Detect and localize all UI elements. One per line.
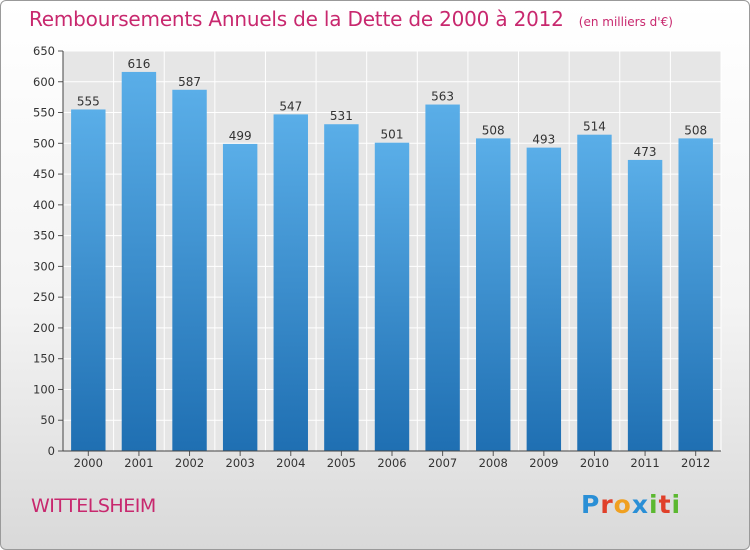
y-tick-label: 500: [33, 136, 55, 150]
bar-2010: [577, 134, 612, 451]
bar-2002: [172, 89, 207, 452]
x-tick-label-2001: 2001: [124, 456, 153, 470]
y-tick-label: 450: [33, 167, 55, 181]
x-tick-label-2009: 2009: [529, 456, 558, 470]
chart-title: Remboursements Annuels de la Dette de 20…: [29, 7, 564, 31]
logo-letter: o: [613, 490, 632, 519]
data-label-2011: 473: [634, 145, 657, 159]
y-tick-label: 650: [33, 44, 55, 58]
bar-2000: [71, 109, 106, 451]
y-tick-label: 550: [33, 106, 55, 120]
logo-letter: x: [631, 490, 649, 519]
x-tick-label-2006: 2006: [377, 456, 406, 470]
logo-letter: P: [581, 490, 601, 519]
bar-2001: [121, 71, 157, 451]
bar-2006: [374, 142, 410, 451]
y-tick-label: 150: [33, 352, 55, 366]
data-label-2000: 555: [77, 94, 100, 108]
x-tick-label-2012: 2012: [681, 456, 710, 470]
city-name: WITTELSHEIM: [31, 495, 156, 517]
bar-2009: [526, 147, 562, 451]
x-tick-label-2007: 2007: [428, 456, 457, 470]
x-tick-label-2005: 2005: [327, 456, 356, 470]
y-tick-label: 300: [33, 259, 55, 273]
data-label-2004: 547: [279, 99, 302, 113]
chart-unit: (en milliers d'€): [578, 15, 673, 29]
y-tick-label: 350: [33, 229, 55, 243]
logo-letter: t: [658, 490, 672, 519]
bar-2012: [678, 138, 713, 451]
proxiti-logo: Proxiti: [581, 490, 681, 519]
y-tick-label: 400: [33, 198, 55, 212]
y-tick-label: 50: [40, 413, 55, 427]
bar-2004: [273, 114, 308, 451]
data-label-2002: 587: [178, 75, 201, 89]
data-label-2001: 616: [127, 57, 150, 71]
bar-2005: [324, 124, 359, 451]
logo-letter: i: [671, 490, 682, 519]
x-tick-label-2010: 2010: [580, 456, 609, 470]
data-label-2006: 501: [381, 128, 404, 142]
data-label-2008: 508: [482, 123, 505, 137]
bar-2011: [627, 159, 663, 451]
x-tick-label-2008: 2008: [479, 456, 508, 470]
x-tick-label-2004: 2004: [276, 456, 305, 470]
data-label-2007: 563: [431, 90, 454, 104]
y-tick-label: 200: [33, 321, 55, 335]
bar-2007: [425, 104, 460, 452]
data-label-2012: 508: [684, 123, 707, 137]
data-label-2005: 531: [330, 109, 353, 123]
logo-letter: r: [600, 490, 614, 519]
y-tick-label: 250: [33, 290, 55, 304]
data-label-2003: 499: [229, 129, 252, 143]
y-tick-label: 100: [33, 382, 55, 396]
bar-2003: [222, 143, 258, 451]
x-tick-label-2002: 2002: [175, 456, 204, 470]
bar-2008: [476, 138, 511, 451]
y-tick-label: 0: [48, 444, 55, 458]
y-tick-label: 600: [33, 75, 55, 89]
data-label-2009: 493: [532, 133, 555, 147]
x-tick-label-2000: 2000: [74, 456, 103, 470]
title-row: Remboursements Annuels de la Dette de 20…: [29, 7, 673, 31]
x-tick-label-2003: 2003: [226, 456, 255, 470]
data-label-2010: 514: [583, 120, 606, 134]
x-tick-label-2011: 2011: [630, 456, 659, 470]
logo-letter: i: [649, 490, 659, 519]
